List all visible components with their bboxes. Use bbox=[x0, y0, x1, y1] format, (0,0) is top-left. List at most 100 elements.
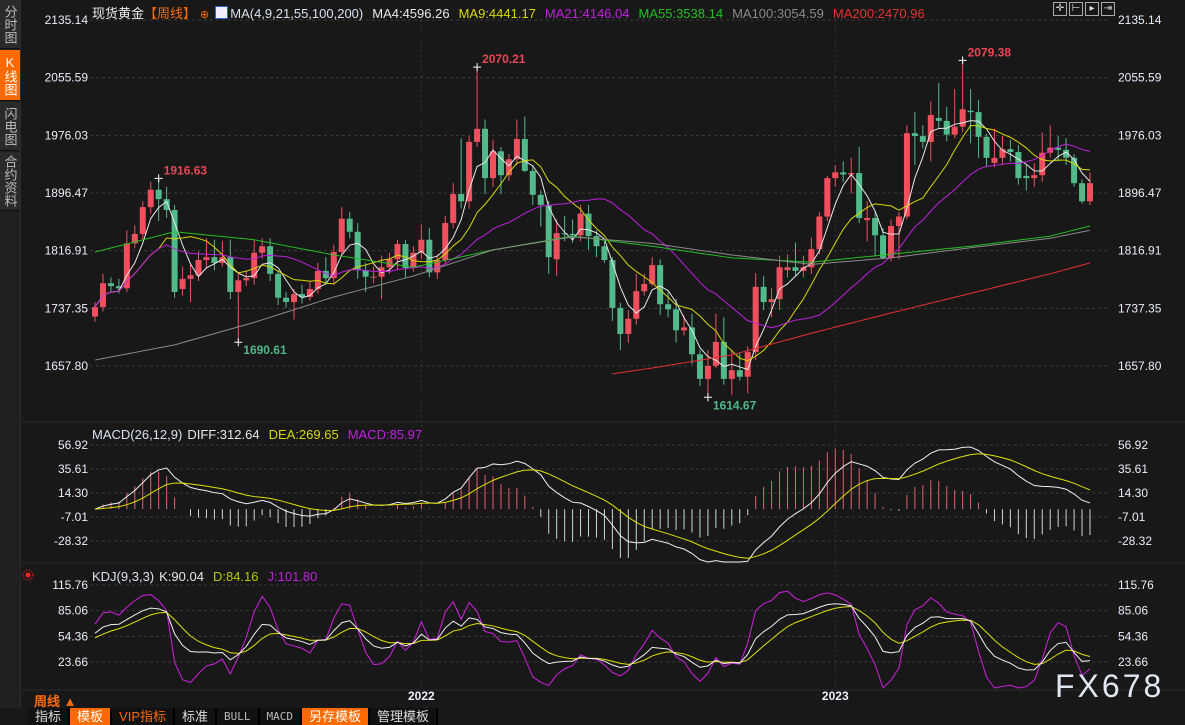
candle-body bbox=[1079, 183, 1086, 202]
candle-body bbox=[585, 213, 592, 237]
candle-body bbox=[211, 257, 218, 263]
candle-body bbox=[474, 128, 481, 142]
candle-body bbox=[394, 244, 401, 260]
candle bbox=[474, 67, 481, 147]
y-tick-left: 56.92 bbox=[58, 438, 88, 452]
sidebar-tab-1[interactable]: K线图 bbox=[0, 50, 20, 101]
y-tick-right: 2055.59 bbox=[1118, 71, 1162, 85]
candle bbox=[450, 183, 457, 229]
toolbar-button-6[interactable]: 另存模板 bbox=[302, 708, 369, 725]
candle bbox=[497, 146, 504, 195]
play-forward-icon[interactable]: ▸ bbox=[1085, 2, 1099, 16]
extreme-label-low: 1690.61 bbox=[243, 343, 287, 357]
candle-body bbox=[744, 352, 751, 377]
kdj-legend: KDJ(9,3,3) K:90.04 D:84.16 J:101.80 bbox=[92, 569, 326, 584]
candle bbox=[418, 224, 425, 260]
candle-body bbox=[354, 231, 361, 271]
candle bbox=[92, 302, 98, 322]
candle bbox=[306, 281, 313, 301]
kdj-name: KDJ(9,3,3) bbox=[92, 569, 155, 584]
candle-body bbox=[362, 270, 369, 277]
y-tick-right: -7.01 bbox=[1118, 510, 1146, 524]
candle-body bbox=[537, 194, 544, 205]
y-tick-right: 1657.80 bbox=[1118, 359, 1162, 373]
candle bbox=[617, 302, 624, 350]
kdj-j: J:101.80 bbox=[267, 569, 318, 584]
candle bbox=[283, 291, 290, 308]
y-tick-left: 14.30 bbox=[58, 486, 88, 500]
kdj-k-line bbox=[94, 603, 1091, 671]
candle bbox=[768, 288, 775, 318]
candle bbox=[346, 212, 353, 239]
ma-value-0: MA4:4596.26 bbox=[372, 6, 450, 21]
candle bbox=[1015, 144, 1022, 185]
candle-body bbox=[768, 299, 775, 303]
candle-body bbox=[903, 133, 910, 217]
y-tick-left: 1816.91 bbox=[45, 244, 89, 258]
candle bbox=[983, 133, 990, 168]
go-end-icon[interactable]: ⇥ bbox=[1101, 2, 1115, 16]
indicator-alert-icon[interactable] bbox=[22, 568, 34, 581]
candle-body bbox=[959, 109, 966, 127]
candle-body bbox=[179, 278, 186, 290]
candle bbox=[123, 230, 130, 292]
candle-body bbox=[521, 138, 528, 171]
toolbar-button-3[interactable]: 标准 bbox=[175, 708, 216, 725]
macd-name: MACD(26,12,9) bbox=[92, 427, 183, 442]
candle-body bbox=[450, 194, 457, 224]
sidebar-tab-0[interactable]: 分时图 bbox=[0, 0, 20, 49]
candle-body bbox=[283, 297, 290, 303]
toolbar-button-5[interactable]: MACD bbox=[259, 708, 301, 725]
candle bbox=[903, 125, 910, 220]
zoom-start-icon[interactable]: ⊢ bbox=[1069, 2, 1083, 16]
extreme-marker bbox=[958, 56, 967, 65]
ma-line-ma100 bbox=[94, 229, 1091, 361]
candle-body bbox=[482, 128, 489, 179]
candle bbox=[649, 257, 656, 287]
sidebar-tab-2[interactable]: 闪电图 bbox=[0, 102, 20, 151]
crosshair-icon[interactable]: ✛ bbox=[1053, 2, 1067, 16]
ma-chart-icon[interactable] bbox=[215, 6, 229, 19]
candle-body bbox=[203, 257, 210, 261]
ma-value-2: MA21:4146.04 bbox=[544, 6, 630, 21]
candle-body bbox=[426, 239, 433, 273]
candle bbox=[872, 212, 879, 256]
candle-body bbox=[895, 216, 902, 226]
candle bbox=[99, 273, 106, 312]
toolbar-button-0[interactable]: 指标 bbox=[28, 708, 69, 725]
candle-body bbox=[92, 307, 98, 317]
y-tick-left: 1896.47 bbox=[45, 186, 89, 200]
toolbar-button-1[interactable]: 模板 bbox=[70, 708, 111, 725]
period-selector[interactable]: 周线 ▲ bbox=[34, 694, 77, 709]
candle-body bbox=[967, 110, 974, 113]
macd-value: MACD:85.97 bbox=[347, 427, 423, 442]
candle bbox=[1007, 139, 1014, 162]
candle-body bbox=[689, 327, 695, 355]
candle-body bbox=[505, 159, 512, 176]
settings-target-icon[interactable]: ⊕ bbox=[200, 9, 210, 21]
ma-params: MA(4,9,21,55,100,200) bbox=[230, 6, 364, 21]
candle-body bbox=[609, 260, 616, 308]
candle bbox=[943, 107, 950, 142]
candle-body bbox=[147, 189, 154, 208]
candle bbox=[1047, 125, 1054, 158]
sidebar-tab-3[interactable]: 合约资料 bbox=[0, 152, 20, 211]
y-tick-left: -7.01 bbox=[61, 510, 89, 524]
toolbar-button-2[interactable]: VIP指标 bbox=[112, 708, 173, 725]
candle bbox=[537, 190, 544, 227]
candle bbox=[553, 219, 560, 276]
candle bbox=[314, 262, 321, 294]
candle bbox=[235, 273, 242, 343]
extreme-marker bbox=[473, 63, 482, 72]
x-tick-label: 2023 bbox=[822, 689, 849, 703]
toolbar-button-7[interactable]: 管理模板 bbox=[370, 708, 437, 725]
y-tick-left: 2135.14 bbox=[45, 13, 89, 27]
candle-body bbox=[139, 207, 146, 234]
candle-body bbox=[291, 294, 297, 303]
candle-body bbox=[131, 233, 138, 244]
toolbar-button-4[interactable]: BULL bbox=[217, 708, 258, 725]
candle bbox=[1023, 165, 1030, 191]
candle bbox=[561, 215, 568, 242]
candle bbox=[227, 239, 234, 300]
